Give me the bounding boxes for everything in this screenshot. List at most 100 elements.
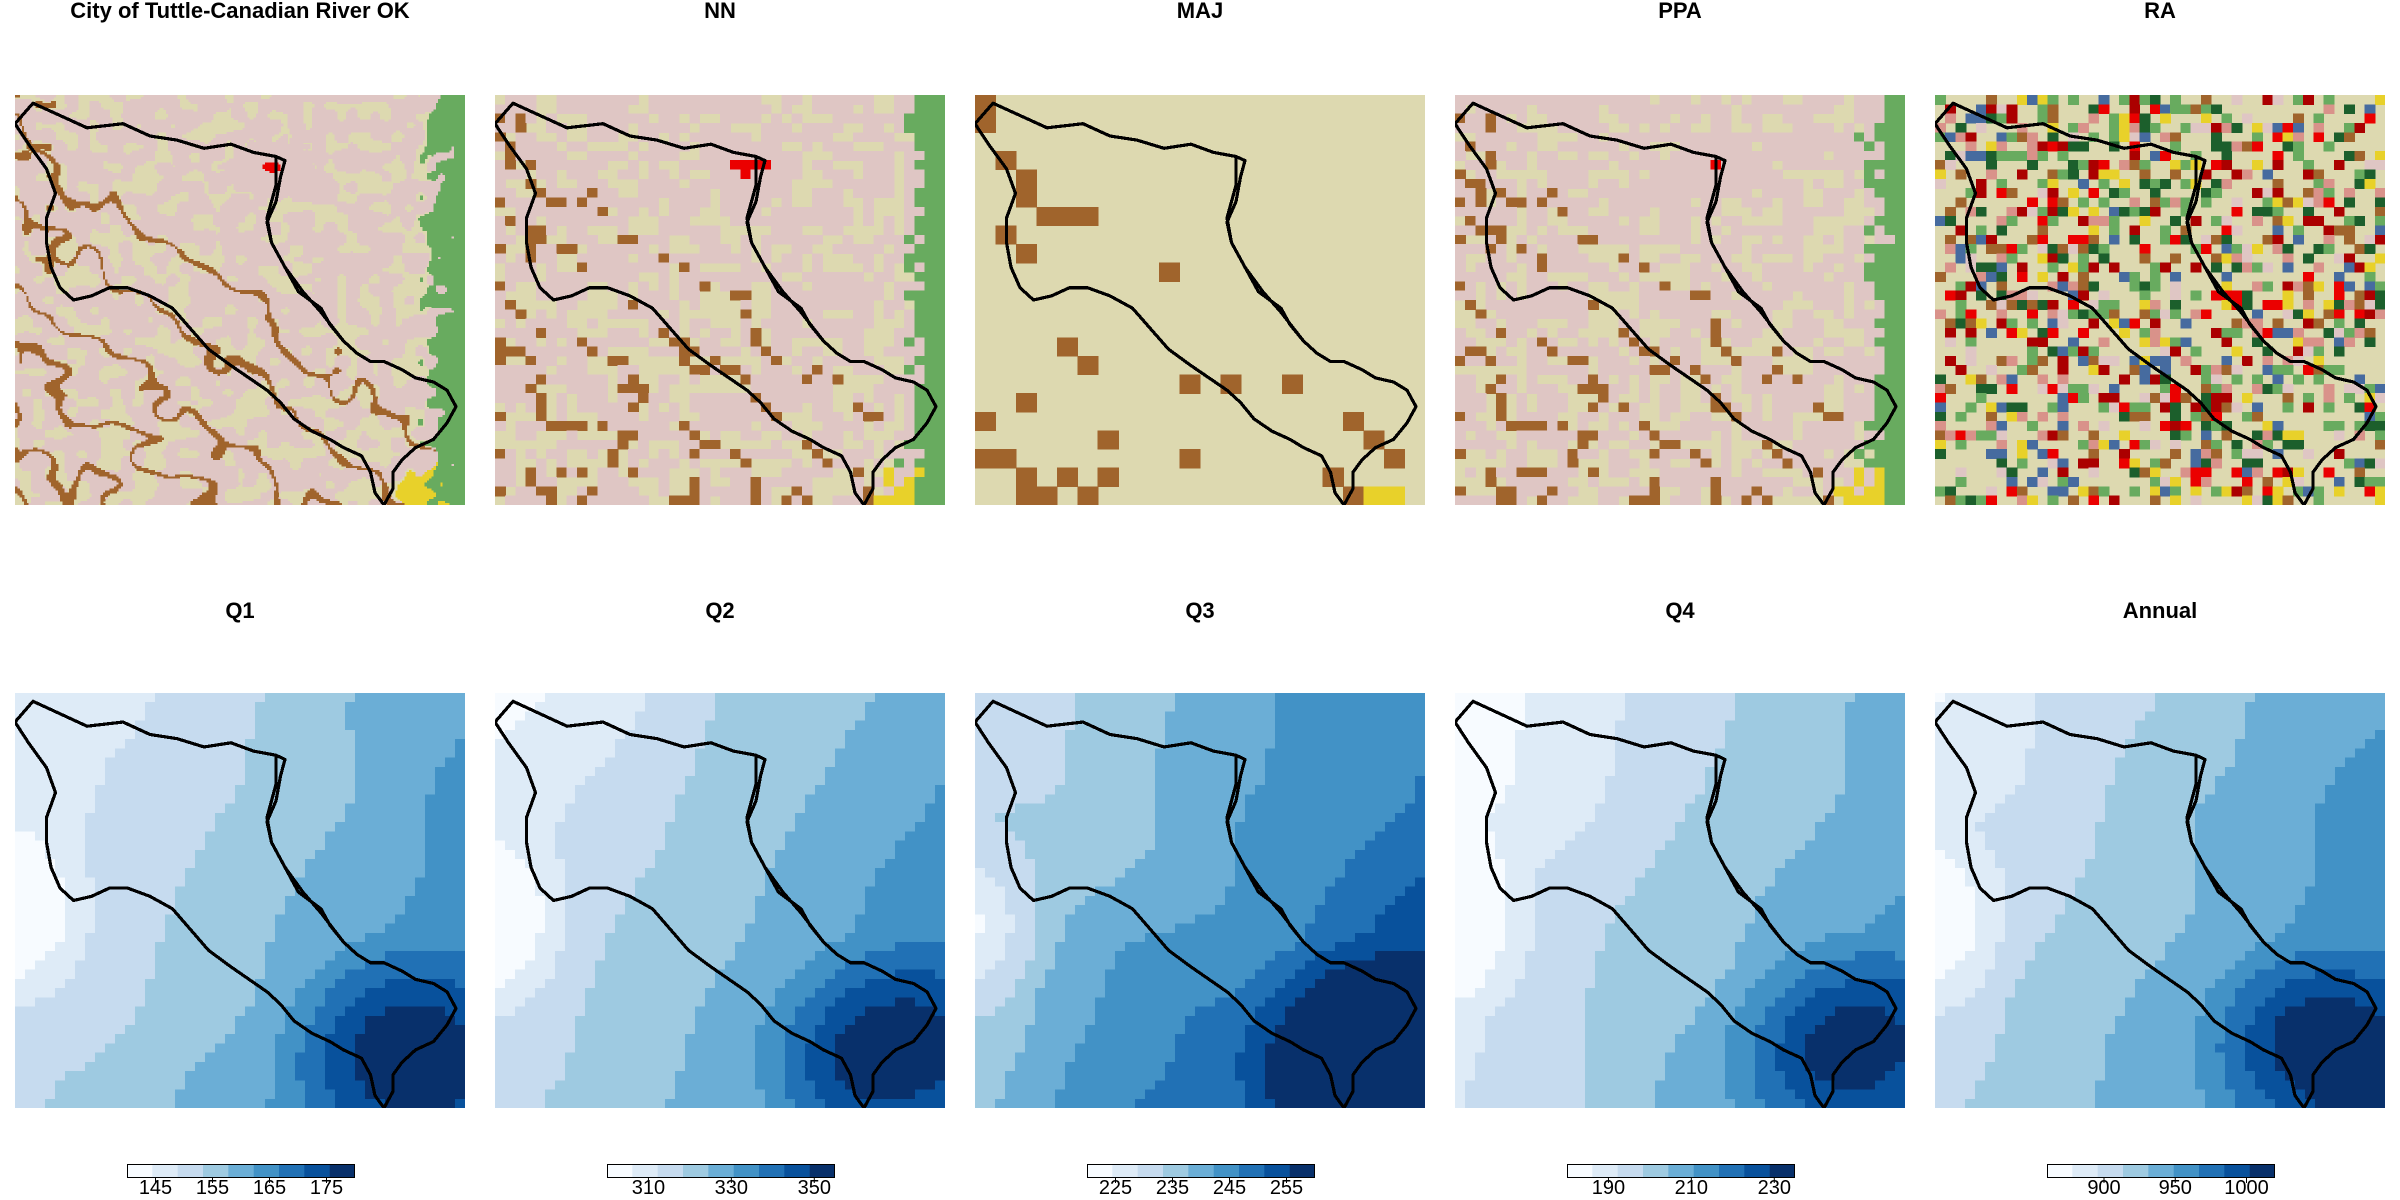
colorbar-segment	[152, 1164, 178, 1178]
watershed-boundary	[495, 701, 936, 1108]
colorbar-segment	[1289, 1164, 1315, 1178]
colorbar-tick-label: 350	[798, 1177, 831, 1200]
landcover-map-panel	[1935, 95, 2385, 505]
colorbar-legend	[1567, 1164, 1795, 1186]
precipitation-map-panel	[1935, 693, 2385, 1108]
colorbar-tick-label: 225	[1099, 1177, 1132, 1200]
colorbar-segment	[683, 1164, 709, 1178]
colorbar-segment	[203, 1164, 229, 1178]
colorbar-legend	[607, 1164, 835, 1186]
panel-title: PPA	[1455, 0, 1905, 24]
colorbar-segment	[2097, 1164, 2124, 1178]
landcover-map-panel	[495, 95, 945, 505]
colorbar-tick-label: 235	[1156, 1177, 1189, 1200]
colorbar-segment	[1693, 1164, 1720, 1178]
panel-title: Q1	[15, 598, 465, 624]
colorbar-tick-label: 255	[1270, 1177, 1303, 1200]
colorbar-segment	[329, 1164, 355, 1178]
colorbar-tick-label: 175	[310, 1177, 343, 1200]
precipitation-raster	[495, 693, 945, 1108]
colorbar-tick-label: 900	[2087, 1177, 2120, 1200]
precipitation-raster	[1455, 693, 1905, 1108]
colorbar-segment	[2224, 1164, 2250, 1178]
colorbar-segment	[1112, 1164, 1138, 1178]
colorbar-segment	[1668, 1164, 1694, 1178]
colorbar-segment	[1137, 1164, 1164, 1178]
watershed-boundary	[15, 701, 456, 1108]
colorbar-segment	[253, 1164, 280, 1178]
colorbar-segment	[1592, 1164, 1618, 1178]
landcover-raster	[15, 95, 465, 505]
colorbar-segment	[228, 1164, 254, 1178]
colorbar-segment	[1163, 1164, 1189, 1178]
panel-title: Q3	[975, 598, 1425, 624]
landcover-map-panel	[1455, 95, 1905, 505]
panel-title: City of Tuttle-Canadian River OK	[15, 0, 465, 24]
colorbar-segment	[1769, 1164, 1795, 1178]
colorbar-segment	[2047, 1164, 2073, 1178]
colorbar-segment	[2148, 1164, 2174, 1178]
precipitation-map-panel	[15, 693, 465, 1108]
precipitation-map-panel	[495, 693, 945, 1108]
panel-title: Annual	[1935, 598, 2385, 624]
colorbar-segment	[1643, 1164, 1669, 1178]
colorbar-tick-label: 155	[196, 1177, 229, 1200]
colorbar-segment	[2249, 1164, 2275, 1178]
colorbar-segment	[1188, 1164, 1214, 1178]
colorbar-segment	[1567, 1164, 1593, 1178]
watershed-boundary	[1935, 103, 2376, 505]
landcover-raster	[495, 95, 945, 505]
colorbar-segment	[759, 1164, 785, 1178]
colorbar-segment	[1744, 1164, 1770, 1178]
landcover-raster	[975, 95, 1425, 505]
colorbar-segment	[1264, 1164, 1290, 1178]
colorbar-tick-label: 1000	[2224, 1177, 2269, 1200]
colorbar-segment	[304, 1164, 330, 1178]
colorbar-segment	[607, 1164, 633, 1178]
colorbar-segment	[127, 1164, 153, 1178]
colorbar-segment	[632, 1164, 658, 1178]
watershed-boundary	[15, 103, 456, 505]
colorbar-segment	[657, 1164, 684, 1178]
colorbar-tick-label: 330	[715, 1177, 748, 1200]
panel-title: MAJ	[975, 0, 1425, 24]
precipitation-map-panel	[1455, 693, 1905, 1108]
colorbar-segment	[2199, 1164, 2225, 1178]
precipitation-raster	[15, 693, 465, 1108]
precipitation-raster	[975, 693, 1425, 1108]
colorbar-segment	[1719, 1164, 1745, 1178]
colorbar-tick-label: 950	[2159, 1177, 2192, 1200]
precipitation-raster	[1935, 693, 2385, 1108]
landcover-raster	[1455, 95, 1905, 505]
colorbar-segment	[733, 1164, 760, 1178]
colorbar-tick-label: 165	[253, 1177, 286, 1200]
colorbar-segment	[2173, 1164, 2200, 1178]
panel-title: NN	[495, 0, 945, 24]
colorbar-segment	[279, 1164, 305, 1178]
landcover-raster	[1935, 95, 2385, 505]
panel-title: Q4	[1455, 598, 1905, 624]
watershed-boundary	[1455, 701, 1896, 1108]
colorbar-tick-label: 210	[1675, 1177, 1708, 1200]
watershed-boundary	[1935, 701, 2376, 1108]
watershed-boundary	[975, 103, 1416, 505]
colorbar-segment	[784, 1164, 810, 1178]
colorbar-tick-label: 145	[139, 1177, 172, 1200]
precipitation-map-panel	[975, 693, 1425, 1108]
colorbar-segment	[809, 1164, 835, 1178]
colorbar-legend	[127, 1164, 355, 1186]
colorbar-segment	[2072, 1164, 2098, 1178]
colorbar-tick-label: 230	[1758, 1177, 1791, 1200]
colorbar-segment	[2123, 1164, 2149, 1178]
colorbar-segment	[1213, 1164, 1240, 1178]
colorbar-legend	[1087, 1164, 1315, 1186]
colorbar-tick-label: 310	[632, 1177, 665, 1200]
colorbar-tick-label: 245	[1213, 1177, 1246, 1200]
watershed-boundary	[495, 103, 936, 505]
colorbar-segment	[1087, 1164, 1113, 1178]
panel-title: Q2	[495, 598, 945, 624]
colorbar-legend	[2047, 1164, 2275, 1186]
colorbar-tick-label: 190	[1592, 1177, 1625, 1200]
watershed-boundary	[975, 701, 1416, 1108]
landcover-map-panel	[975, 95, 1425, 505]
